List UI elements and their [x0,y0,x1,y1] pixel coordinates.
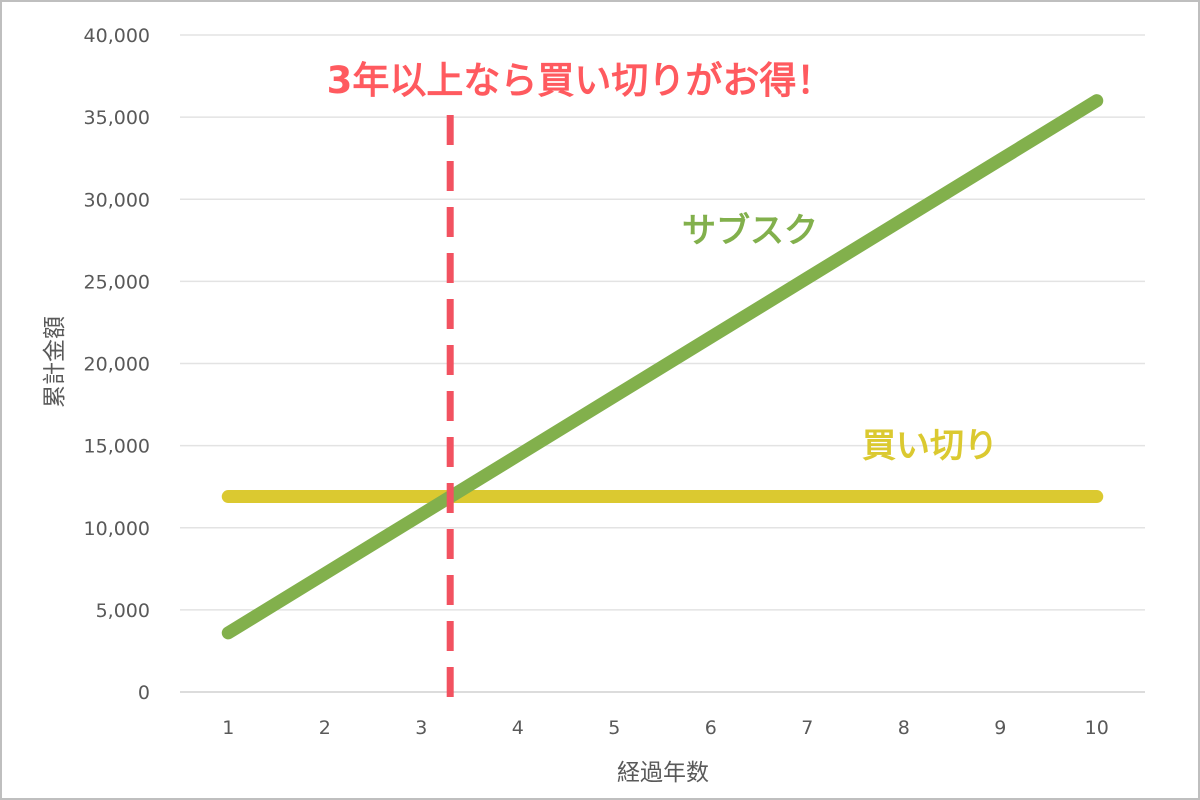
x-tick-label: 1 [222,717,234,739]
chart-annotation: 3年以上なら買い切りがお得！ [327,59,834,102]
series-lines [221,94,1104,640]
x-tick-labels: 1 2 3 4 5 6 7 8 9 10 [222,717,1109,739]
series-label-subscription: サブスク [682,211,818,251]
y-tick-label: 40,000 [84,25,150,47]
x-axis-title: 経過年数 [617,760,709,786]
x-tick-label: 8 [898,717,910,739]
x-tick-label: 7 [801,717,813,739]
y-tick-label: 0 [138,682,150,704]
x-tick-label: 9 [994,717,1006,739]
y-tick-label: 35,000 [84,107,150,129]
y-tick-labels: 0 5,000 10,000 15,000 20,000 25,000 30,000 35,0… [84,25,150,704]
x-tick-label: 3 [415,717,427,739]
y-tick-label: 10,000 [84,518,150,540]
x-tick-label: 4 [512,717,524,739]
y-tick-label: 20,000 [84,354,150,376]
gridlines [180,34,1145,693]
x-tick-label: 5 [608,717,620,739]
series-label-buyout: 買い切り [862,426,998,466]
y-tick-label: 15,000 [84,436,150,458]
y-tick-label: 25,000 [84,271,150,293]
series-line-subscription [221,94,1104,640]
x-tick-label: 6 [705,717,717,739]
x-tick-label: 10 [1085,717,1109,739]
y-tick-label: 5,000 [96,600,150,622]
x-tick-label: 2 [319,717,331,739]
y-axis-title: 累計金額 [42,316,68,408]
y-tick-label: 30,000 [84,189,150,211]
